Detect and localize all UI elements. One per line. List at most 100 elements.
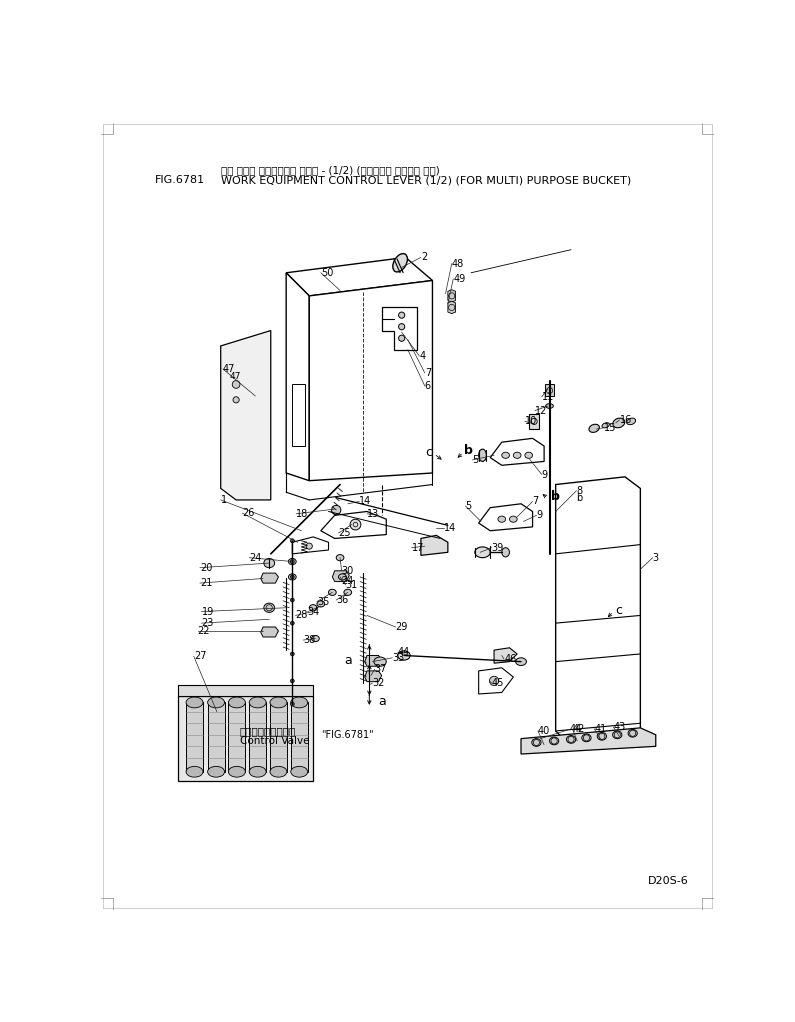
Ellipse shape (549, 737, 559, 745)
Text: 19: 19 (201, 607, 214, 616)
Text: 30: 30 (342, 566, 354, 575)
Text: 48: 48 (452, 259, 464, 269)
Text: 50: 50 (321, 268, 333, 278)
Text: c: c (425, 446, 432, 459)
Ellipse shape (567, 736, 576, 743)
Bar (178, 696, 313, 781)
Ellipse shape (289, 558, 297, 564)
Ellipse shape (597, 733, 607, 740)
Ellipse shape (264, 558, 274, 567)
Text: 37: 37 (374, 664, 387, 675)
Ellipse shape (339, 574, 347, 580)
Polygon shape (448, 301, 456, 314)
Polygon shape (332, 570, 349, 582)
Polygon shape (491, 438, 544, 465)
Ellipse shape (626, 418, 635, 425)
Ellipse shape (309, 605, 317, 611)
Polygon shape (221, 330, 271, 500)
Polygon shape (521, 728, 656, 754)
Text: 1: 1 (221, 495, 227, 505)
Ellipse shape (613, 418, 625, 428)
Ellipse shape (291, 766, 308, 777)
Text: 5: 5 (472, 455, 479, 465)
Text: WORK EQUIPMENT CONTROL LEVER (1/2) (FOR MULTI) PURPOSE BUCKET): WORK EQUIPMENT CONTROL LEVER (1/2) (FOR … (221, 176, 631, 185)
Polygon shape (261, 626, 278, 637)
Ellipse shape (545, 404, 553, 409)
Text: 47: 47 (223, 364, 235, 374)
Ellipse shape (228, 697, 246, 708)
Polygon shape (286, 273, 309, 480)
Ellipse shape (532, 739, 541, 746)
Polygon shape (309, 280, 432, 480)
Ellipse shape (479, 449, 487, 462)
Text: 22: 22 (198, 625, 210, 636)
Text: "FIG.6781": "FIG.6781" (321, 730, 374, 740)
Text: 5: 5 (466, 501, 471, 511)
Text: 18: 18 (297, 509, 308, 519)
Polygon shape (286, 258, 432, 296)
Ellipse shape (317, 601, 324, 607)
Bar (270, 702, 287, 772)
Text: 17: 17 (412, 543, 424, 553)
Ellipse shape (336, 555, 344, 561)
Circle shape (290, 621, 294, 625)
Text: Control Valve: Control Valve (240, 736, 309, 746)
Text: 35: 35 (317, 597, 329, 607)
Text: 41: 41 (594, 724, 607, 734)
Ellipse shape (264, 603, 274, 612)
Ellipse shape (328, 590, 336, 596)
Text: 34: 34 (308, 607, 320, 616)
Circle shape (290, 560, 294, 563)
Ellipse shape (498, 516, 506, 522)
Ellipse shape (393, 253, 408, 272)
Text: c: c (615, 604, 622, 616)
Polygon shape (479, 504, 533, 530)
Circle shape (398, 312, 405, 318)
Text: 7: 7 (425, 368, 431, 378)
Text: 2: 2 (421, 252, 427, 263)
Text: 47: 47 (230, 372, 242, 381)
Polygon shape (261, 573, 278, 584)
Text: 31: 31 (346, 579, 358, 590)
Text: 46: 46 (504, 654, 516, 664)
Ellipse shape (186, 697, 203, 708)
Ellipse shape (289, 574, 297, 580)
Ellipse shape (249, 697, 266, 708)
Text: 20: 20 (200, 563, 212, 572)
Circle shape (398, 324, 405, 330)
Text: 7: 7 (533, 497, 539, 507)
Text: 49: 49 (453, 274, 466, 284)
Text: 38: 38 (303, 635, 316, 645)
Text: 14: 14 (359, 497, 371, 507)
Circle shape (290, 702, 294, 706)
Ellipse shape (589, 424, 599, 432)
Text: 21: 21 (200, 578, 212, 588)
Ellipse shape (398, 651, 410, 660)
Ellipse shape (475, 547, 491, 558)
Text: D20S-6: D20S-6 (648, 876, 688, 886)
Circle shape (398, 335, 405, 341)
Ellipse shape (514, 452, 521, 458)
Circle shape (232, 380, 240, 388)
Ellipse shape (374, 657, 386, 666)
Circle shape (290, 598, 294, 602)
Polygon shape (321, 511, 386, 539)
Polygon shape (365, 655, 382, 666)
Text: FIG.6781: FIG.6781 (155, 176, 205, 185)
Bar (186, 702, 203, 772)
Ellipse shape (525, 452, 533, 458)
Polygon shape (293, 384, 305, 446)
Polygon shape (556, 477, 640, 739)
Ellipse shape (270, 766, 287, 777)
Text: 33: 33 (393, 653, 405, 663)
Ellipse shape (516, 658, 526, 665)
Text: b: b (551, 491, 560, 504)
Ellipse shape (613, 731, 622, 739)
Bar (178, 685, 313, 696)
Text: 24: 24 (342, 575, 354, 586)
Text: 9: 9 (542, 469, 548, 479)
Text: 44: 44 (398, 647, 410, 657)
Text: 6: 6 (425, 381, 431, 391)
Text: コントロールバルブ: コントロールバルブ (240, 726, 297, 736)
Bar (291, 702, 308, 772)
